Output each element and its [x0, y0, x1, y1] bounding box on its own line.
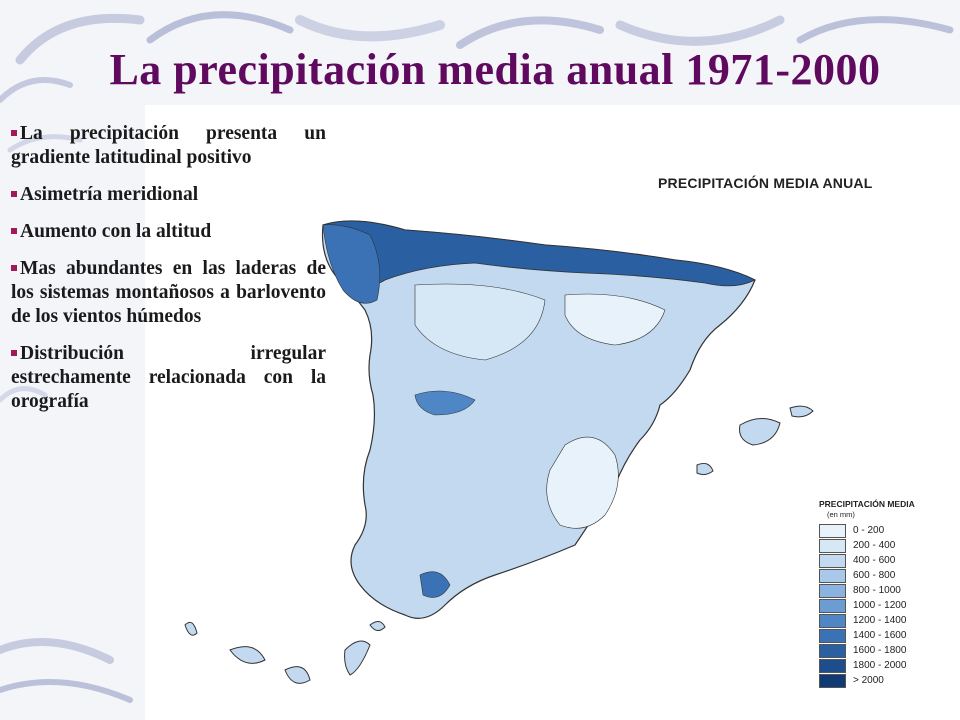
bullet-text: Asimetría meridional — [20, 184, 199, 205]
north-wet-band — [322, 220, 756, 288]
bullet-item: Asimetría meridional — [11, 183, 326, 207]
mallorca — [739, 418, 781, 446]
legend-rows: 0 - 200 200 - 400 400 - 600 600 - 800 800 - … — [819, 523, 915, 688]
legend-swatch — [819, 583, 846, 598]
grazalema — [419, 571, 451, 598]
legend-label: > 2000 — [853, 675, 884, 686]
bullet-list: La precipitación presenta un gradiente l… — [11, 122, 326, 427]
legend-label: 800 - 1000 — [853, 585, 901, 596]
legend-row: 400 - 600 — [819, 553, 915, 568]
legend-swatch — [819, 523, 846, 538]
legend-swatch — [819, 613, 846, 628]
legend-label: 600 - 800 — [853, 570, 896, 581]
map-title: PRECIPITACIÓN MEDIA ANUAL — [658, 175, 873, 191]
bullet-square-icon — [11, 264, 17, 271]
legend-swatch — [819, 538, 846, 553]
map-legend: PRECIPITACIÓN MEDIA (en mm) 0 - 200 200 -… — [819, 499, 915, 688]
central-system — [414, 390, 476, 416]
bullet-item: La precipitación presenta un gradiente l… — [11, 122, 326, 170]
ibiza — [696, 463, 714, 476]
bullet-text: La precipitación presenta un gradiente l… — [11, 123, 326, 168]
legend-row: 1200 - 1400 — [819, 613, 915, 628]
bullet-text: Distribución irregular estrechamente rel… — [11, 343, 326, 412]
bullet-text: Aumento con la altitud — [20, 221, 212, 242]
legend-label: 1200 - 1400 — [853, 615, 907, 626]
galicia-wet — [322, 224, 381, 304]
legend-swatch — [819, 673, 846, 688]
legend-row: > 2000 — [819, 673, 915, 688]
legend-unit: (en mm) — [827, 510, 855, 519]
legend-row: 600 - 800 — [819, 568, 915, 583]
bullet-square-icon — [11, 129, 17, 136]
legend-title: PRECIPITACIÓN MEDIA — [819, 499, 915, 509]
legend-label: 1800 - 2000 — [853, 660, 907, 671]
bullet-item: Aumento con la altitud — [11, 220, 326, 244]
legend-swatch — [819, 568, 846, 583]
menorca — [789, 405, 814, 418]
legend-label: 400 - 600 — [853, 555, 896, 566]
legend-row: 1600 - 1800 — [819, 643, 915, 658]
bullet-item: Distribución irregular estrechamente rel… — [11, 342, 326, 414]
legend-swatch — [819, 628, 846, 643]
legend-label: 1400 - 1600 — [853, 630, 907, 641]
bullet-text: Mas abundantes en las laderas de los sis… — [11, 258, 326, 327]
slide-title: La precipitación media anual 1971-2000 — [109, 45, 881, 94]
legend-row: 800 - 1000 — [819, 583, 915, 598]
legend-swatch — [819, 643, 846, 658]
southeast-dry-zone — [546, 436, 619, 529]
legend-row: 1400 - 1600 — [819, 628, 915, 643]
legend-label: 1000 - 1200 — [853, 600, 907, 611]
map-panel: PRECIPITACIÓN MEDIA ANUAL PRECIPITACIÓN … — [145, 105, 960, 720]
legend-row: 0 - 200 — [819, 523, 915, 538]
ebro-dry-zone — [564, 293, 666, 346]
legend-label: 200 - 400 — [853, 540, 896, 551]
legend-row: 1800 - 2000 — [819, 658, 915, 673]
precipitation-map — [184, 220, 814, 684]
legend-swatch — [819, 658, 846, 673]
canary-islands — [184, 621, 386, 684]
legend-swatch — [819, 553, 846, 568]
legend-label: 1600 - 1800 — [853, 645, 907, 656]
bullet-square-icon — [11, 349, 17, 356]
bullet-square-icon — [11, 190, 17, 197]
bullet-square-icon — [11, 227, 17, 234]
legend-label: 0 - 200 — [853, 525, 885, 536]
legend-swatch — [819, 598, 846, 613]
legend-row: 1000 - 1200 — [819, 598, 915, 613]
interior-zone — [414, 283, 546, 361]
legend-row: 200 - 400 — [819, 538, 915, 553]
bullet-item: Mas abundantes en las laderas de los sis… — [11, 257, 326, 329]
